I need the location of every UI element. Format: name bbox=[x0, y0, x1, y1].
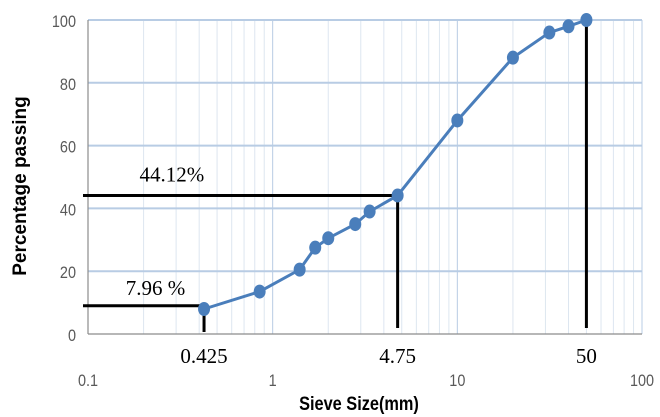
data-point bbox=[451, 113, 464, 128]
data-point bbox=[349, 217, 362, 232]
data-point bbox=[562, 19, 575, 34]
data-point bbox=[253, 284, 266, 299]
series-line bbox=[203, 18, 587, 311]
data-point bbox=[543, 25, 556, 40]
x-tick-label: 1 bbox=[269, 372, 277, 390]
x-tick-label: 10 bbox=[449, 372, 465, 390]
y-tick-label: 60 bbox=[60, 139, 76, 157]
x-tick-label: 100 bbox=[630, 372, 654, 390]
y-tick-label: 0 bbox=[68, 327, 76, 345]
series-group bbox=[198, 13, 593, 317]
data-point bbox=[391, 188, 404, 203]
tick-labels: 0 20 40 60 80 100 0.1 1 10 100 bbox=[52, 13, 654, 390]
annotations: 44.12% 7.96 % 0.425 4.75 50 bbox=[126, 163, 597, 368]
value-annotation: 7.96 % bbox=[126, 276, 185, 300]
y-tick-label: 20 bbox=[60, 264, 76, 282]
value-annotation: 44.12% bbox=[139, 163, 204, 187]
y-tick-label: 80 bbox=[60, 76, 76, 94]
data-point bbox=[322, 231, 335, 246]
y-axis-title: Percentage passing bbox=[10, 96, 31, 276]
axes bbox=[87, 20, 642, 335]
y-tick-label: 40 bbox=[60, 201, 76, 219]
data-point bbox=[198, 302, 211, 317]
data-point bbox=[506, 50, 519, 65]
data-point bbox=[293, 262, 306, 277]
reference-lines bbox=[83, 20, 588, 332]
data-point bbox=[363, 204, 376, 219]
x-axis-title: Sieve Size(mm) bbox=[299, 393, 419, 414]
data-point bbox=[309, 240, 322, 255]
y-tick-label: 100 bbox=[52, 13, 76, 31]
sieve-size-annotation: 4.75 bbox=[379, 344, 416, 368]
sieve-size-annotation: 50 bbox=[576, 344, 597, 368]
x-tick-label: 0.1 bbox=[78, 372, 98, 390]
sieve-size-annotation: 0.425 bbox=[180, 344, 227, 368]
data-point bbox=[580, 13, 593, 27]
